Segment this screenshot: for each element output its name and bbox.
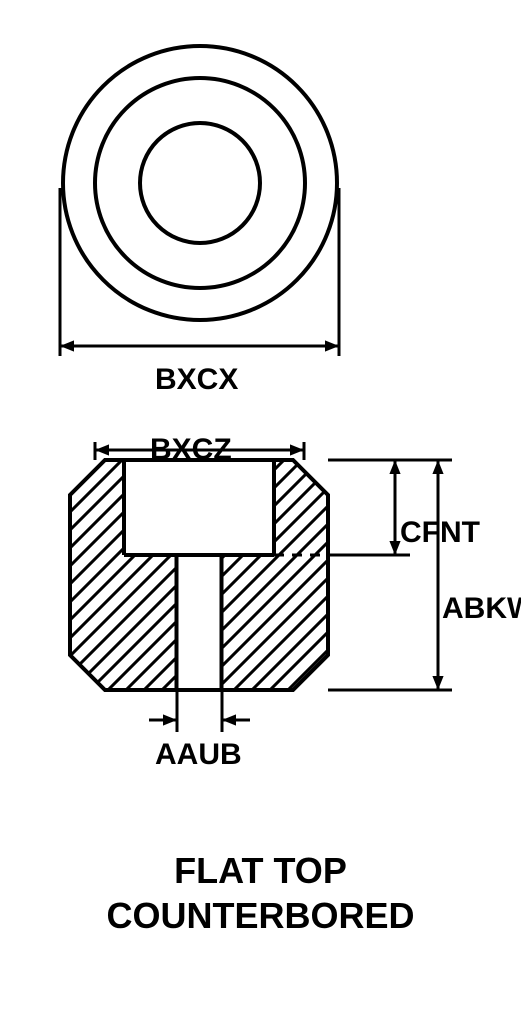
dimension-cfnt (328, 460, 410, 555)
label-aaub: AAUB (155, 738, 242, 772)
label-bxcx: BXCX (155, 363, 238, 397)
diagram-container: BXCX BXCZ CFNT ABKW AAUB FLAT TOP COUNTE… (0, 0, 521, 1013)
top-view (63, 46, 337, 320)
label-abkw: ABKW (442, 592, 521, 626)
dimension-abkw (328, 460, 452, 690)
label-bxcz: BXCZ (150, 433, 232, 467)
dimension-aaub (149, 690, 250, 732)
section-view (0, 420, 521, 730)
dimension-bxcx (60, 188, 339, 356)
title-line2: COUNTERBORED (0, 895, 521, 937)
label-cfnt: CFNT (400, 516, 480, 550)
title-line1: FLAT TOP (0, 850, 521, 892)
